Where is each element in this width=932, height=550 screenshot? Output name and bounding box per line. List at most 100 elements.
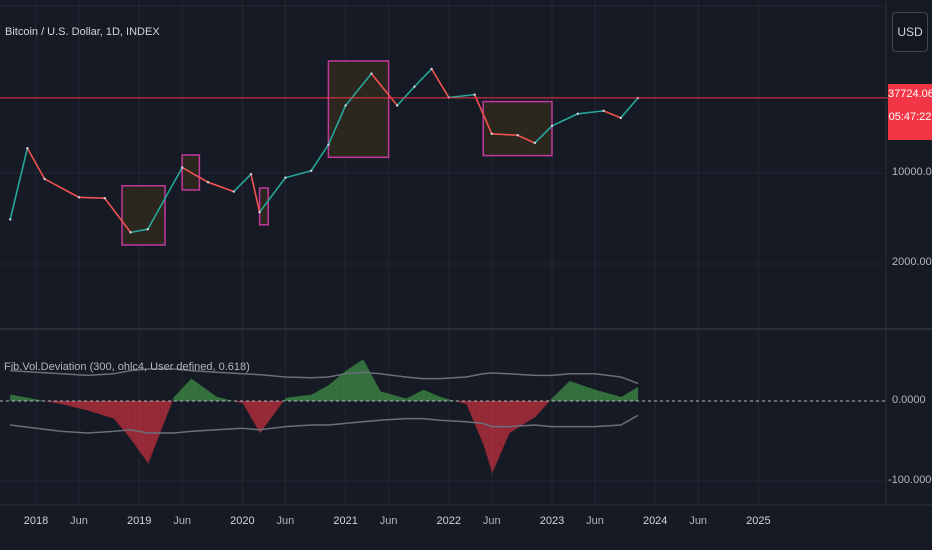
oscillator-bar [145, 401, 147, 460]
oscillator-bar [50, 401, 52, 403]
oscillator-bar [137, 401, 139, 449]
price-segment [413, 68, 433, 88]
oscillator-bar [23, 397, 25, 401]
oscillator-bar [588, 387, 590, 401]
oscillator-bar [159, 401, 161, 433]
oscillator-bar [104, 401, 106, 416]
oscillator-bar [489, 401, 491, 465]
oscillator-bar [287, 397, 289, 401]
oscillator-bar [318, 390, 320, 401]
oscillator-bar [377, 386, 379, 401]
time-axis-label: 2019 [126, 515, 152, 527]
oscillator-bar [355, 364, 357, 401]
oscillator-bar [566, 383, 568, 401]
oscillator-bar [176, 394, 178, 401]
oscillator-bar [62, 401, 64, 405]
oscillator-bar [459, 401, 461, 403]
oscillator-bar [293, 396, 295, 401]
oscillator-bar [169, 401, 171, 409]
oscillator-bar [160, 401, 162, 431]
oscillator-bar [183, 386, 185, 401]
oscillator-bar [259, 401, 261, 433]
oscillator-bar [336, 378, 338, 401]
oscillator-bar [297, 396, 299, 401]
oscillator-bar [616, 395, 618, 401]
oscillator-bar [578, 384, 580, 401]
symbol-title[interactable]: Bitcoin / U.S. Dollar, 1D, INDEX [5, 26, 160, 38]
oscillator-bar [472, 401, 474, 419]
oscillator-bar [400, 397, 402, 401]
oscillator-bar [22, 396, 24, 401]
oscillator-bar [554, 395, 556, 401]
oscillator-bar [132, 401, 134, 442]
oscillator-bar [223, 398, 225, 401]
oscillator-bar [180, 389, 182, 401]
oscillator-bar [365, 364, 367, 401]
oscillator-bar [509, 401, 510, 433]
oscillator-bar [154, 401, 156, 446]
oscillator-bar [344, 371, 346, 401]
time-axis-label: 2018 [23, 515, 49, 527]
oscillator-bar [411, 395, 413, 401]
oscillator-bar [562, 387, 564, 401]
oscillator-bar [510, 401, 512, 432]
price-point [258, 210, 261, 214]
oscillator-bar [542, 401, 544, 409]
oscillator-bar [465, 401, 467, 404]
oscillator-bar [19, 396, 21, 401]
oscillator-bar [272, 401, 274, 416]
currency-button[interactable]: USD [892, 12, 928, 52]
oscillator-bar [208, 391, 210, 401]
oscillator-bar [354, 365, 356, 401]
oscillator-bar [156, 401, 158, 442]
oscillator-bar [265, 401, 267, 425]
oscillator-bar [168, 401, 170, 411]
oscillator-bar [594, 389, 596, 401]
oscillator-bar [114, 401, 116, 420]
oscillator-bar [386, 393, 388, 401]
oscillator-bar [498, 401, 500, 457]
oscillator-bar [228, 399, 230, 401]
oscillator-bar [630, 391, 632, 401]
oscillator-bar [171, 401, 173, 404]
oscillator-bar [14, 395, 16, 401]
oscillator-bar [16, 395, 18, 401]
oscillator-bar [255, 401, 257, 426]
price-point [619, 116, 622, 120]
oscillator-bar [529, 401, 531, 421]
oscillator-bar [258, 401, 260, 432]
oscillator-bar [439, 396, 441, 401]
price-segment [551, 113, 579, 127]
oscillator-bar [193, 380, 195, 401]
oscillator-bar [325, 386, 327, 401]
oscillator-bar [633, 389, 635, 401]
oscillator-bar [511, 401, 513, 432]
indicator-title[interactable]: Fib.Vol.Deviation (300, ohlc4, User defi… [4, 361, 250, 373]
time-axis-label: Jun [276, 515, 295, 527]
oscillator-bar [36, 399, 38, 401]
price-axis-label-2000: 2000.00 [892, 256, 932, 268]
oscillator-bar [146, 401, 148, 463]
oscillator-bar [102, 401, 104, 416]
oscillator-bar [425, 390, 427, 401]
oscillator-bar [133, 401, 135, 443]
oscillator-bar [100, 401, 102, 415]
oscillator-bar [597, 390, 599, 401]
oscillator-bar [217, 397, 219, 401]
oscillator-bar [496, 401, 498, 463]
oscillator-bar [123, 401, 125, 432]
oscillator-bar [497, 401, 499, 459]
oscillator-bar [213, 394, 215, 401]
oscillator-bar [195, 382, 197, 401]
oscillator-bar [503, 401, 505, 445]
oscillator-bar [459, 401, 461, 403]
oscillator-bar [59, 401, 61, 404]
oscillator-bar [65, 401, 67, 406]
oscillator-bar [605, 392, 607, 401]
oscillator-bar [177, 392, 179, 401]
price-point [550, 124, 554, 128]
oscillator-bar [589, 388, 591, 401]
oscillator-bar [441, 397, 443, 401]
oscillator-bar [367, 367, 369, 401]
